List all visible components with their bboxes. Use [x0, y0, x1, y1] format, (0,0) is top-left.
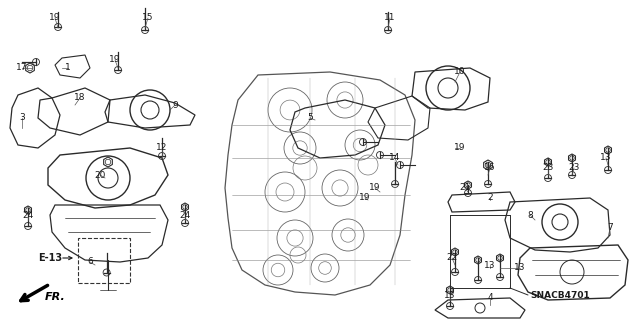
Text: 14: 14: [389, 153, 401, 162]
Text: E-13: E-13: [38, 253, 62, 263]
Text: 4: 4: [487, 293, 493, 302]
Text: FR.: FR.: [45, 292, 66, 302]
Text: 12: 12: [156, 144, 168, 152]
Text: 7: 7: [607, 224, 613, 233]
Text: 18: 18: [74, 93, 86, 102]
Text: 9: 9: [172, 100, 178, 109]
Text: 24: 24: [179, 211, 191, 219]
Text: 23: 23: [542, 164, 554, 173]
Text: 23: 23: [568, 164, 580, 173]
Bar: [78, 238, 130, 283]
Text: 13: 13: [600, 153, 612, 162]
Text: 19: 19: [369, 183, 381, 192]
Text: 1: 1: [65, 63, 71, 72]
Text: 10: 10: [454, 68, 466, 77]
Text: 16: 16: [484, 164, 496, 173]
Text: 19: 19: [359, 194, 371, 203]
Text: 20: 20: [94, 170, 106, 180]
Text: SNACB4701: SNACB4701: [530, 291, 589, 300]
Text: 2: 2: [487, 194, 493, 203]
Text: 15: 15: [142, 13, 154, 23]
Text: 24: 24: [22, 211, 34, 219]
Text: 8: 8: [527, 211, 533, 219]
Text: 22: 22: [446, 254, 458, 263]
Text: 19: 19: [109, 56, 121, 64]
Text: 13: 13: [515, 263, 525, 272]
Text: 17: 17: [16, 63, 28, 72]
Text: 11: 11: [384, 13, 396, 23]
Text: 13: 13: [444, 291, 456, 300]
Text: 19: 19: [454, 144, 466, 152]
Text: 19: 19: [49, 13, 61, 23]
Text: 5: 5: [307, 114, 313, 122]
Text: 21: 21: [460, 183, 470, 192]
Text: 6: 6: [87, 257, 93, 266]
Text: 3: 3: [19, 114, 25, 122]
Text: 13: 13: [484, 261, 496, 270]
